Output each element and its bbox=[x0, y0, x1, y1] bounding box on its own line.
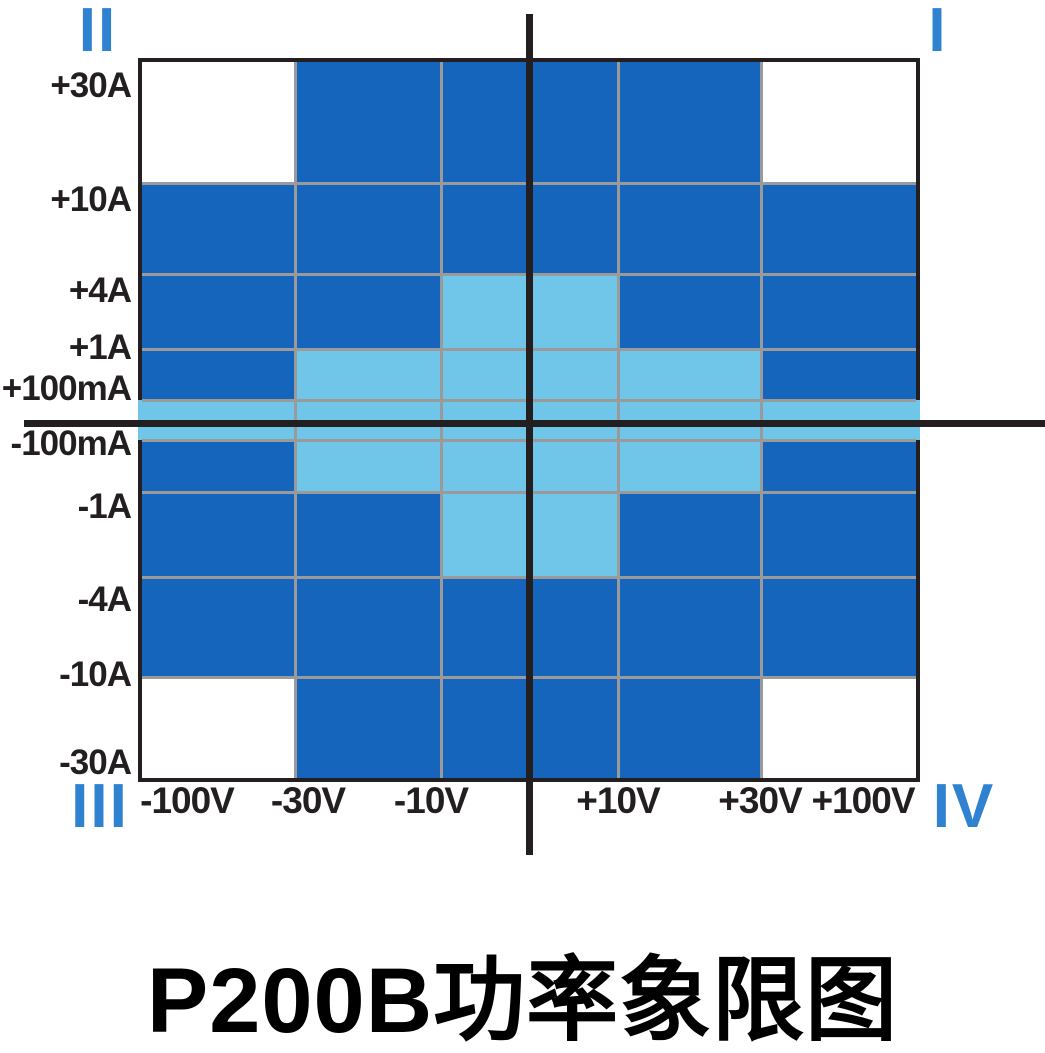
y-tick-plus4a: +4A bbox=[68, 271, 132, 310]
x-tick-minus100v: -100V bbox=[140, 780, 235, 821]
y-tick-plus10a: +10A bbox=[50, 180, 132, 219]
x-tick-plus10v: +10V bbox=[576, 780, 660, 821]
y-tick-plus1a: +1A bbox=[68, 328, 132, 367]
x-axis-line bbox=[24, 420, 1045, 427]
y-tick-minus4a: -4A bbox=[77, 580, 132, 619]
quadrant-ii-label: II bbox=[78, 0, 118, 65]
y-tick-minus10a: -10A bbox=[59, 655, 132, 694]
x-tick-plus30v: +30V bbox=[718, 780, 802, 821]
x-tick-plus100v: +100V bbox=[811, 780, 915, 821]
y-axis-line bbox=[526, 14, 533, 855]
x-tick-minus30v: -30V bbox=[270, 780, 346, 821]
quadrant-iii-label: III bbox=[71, 772, 129, 841]
quadrant-iv-label: IV bbox=[932, 772, 996, 841]
x-tick-minus10v: -10V bbox=[393, 780, 469, 821]
y-tick-plus30a: +30A bbox=[50, 66, 132, 105]
y-tick-minus1a: -1A bbox=[77, 487, 132, 526]
y-tick-minus100ma: -100mA bbox=[10, 424, 132, 463]
quadrant-i-label: I bbox=[928, 0, 948, 65]
y-tick-minus30a: -30A bbox=[59, 743, 132, 782]
chart-title: P200B功率象限图 bbox=[146, 950, 899, 1052]
y-tick-plus100ma: +100mA bbox=[1, 369, 132, 408]
